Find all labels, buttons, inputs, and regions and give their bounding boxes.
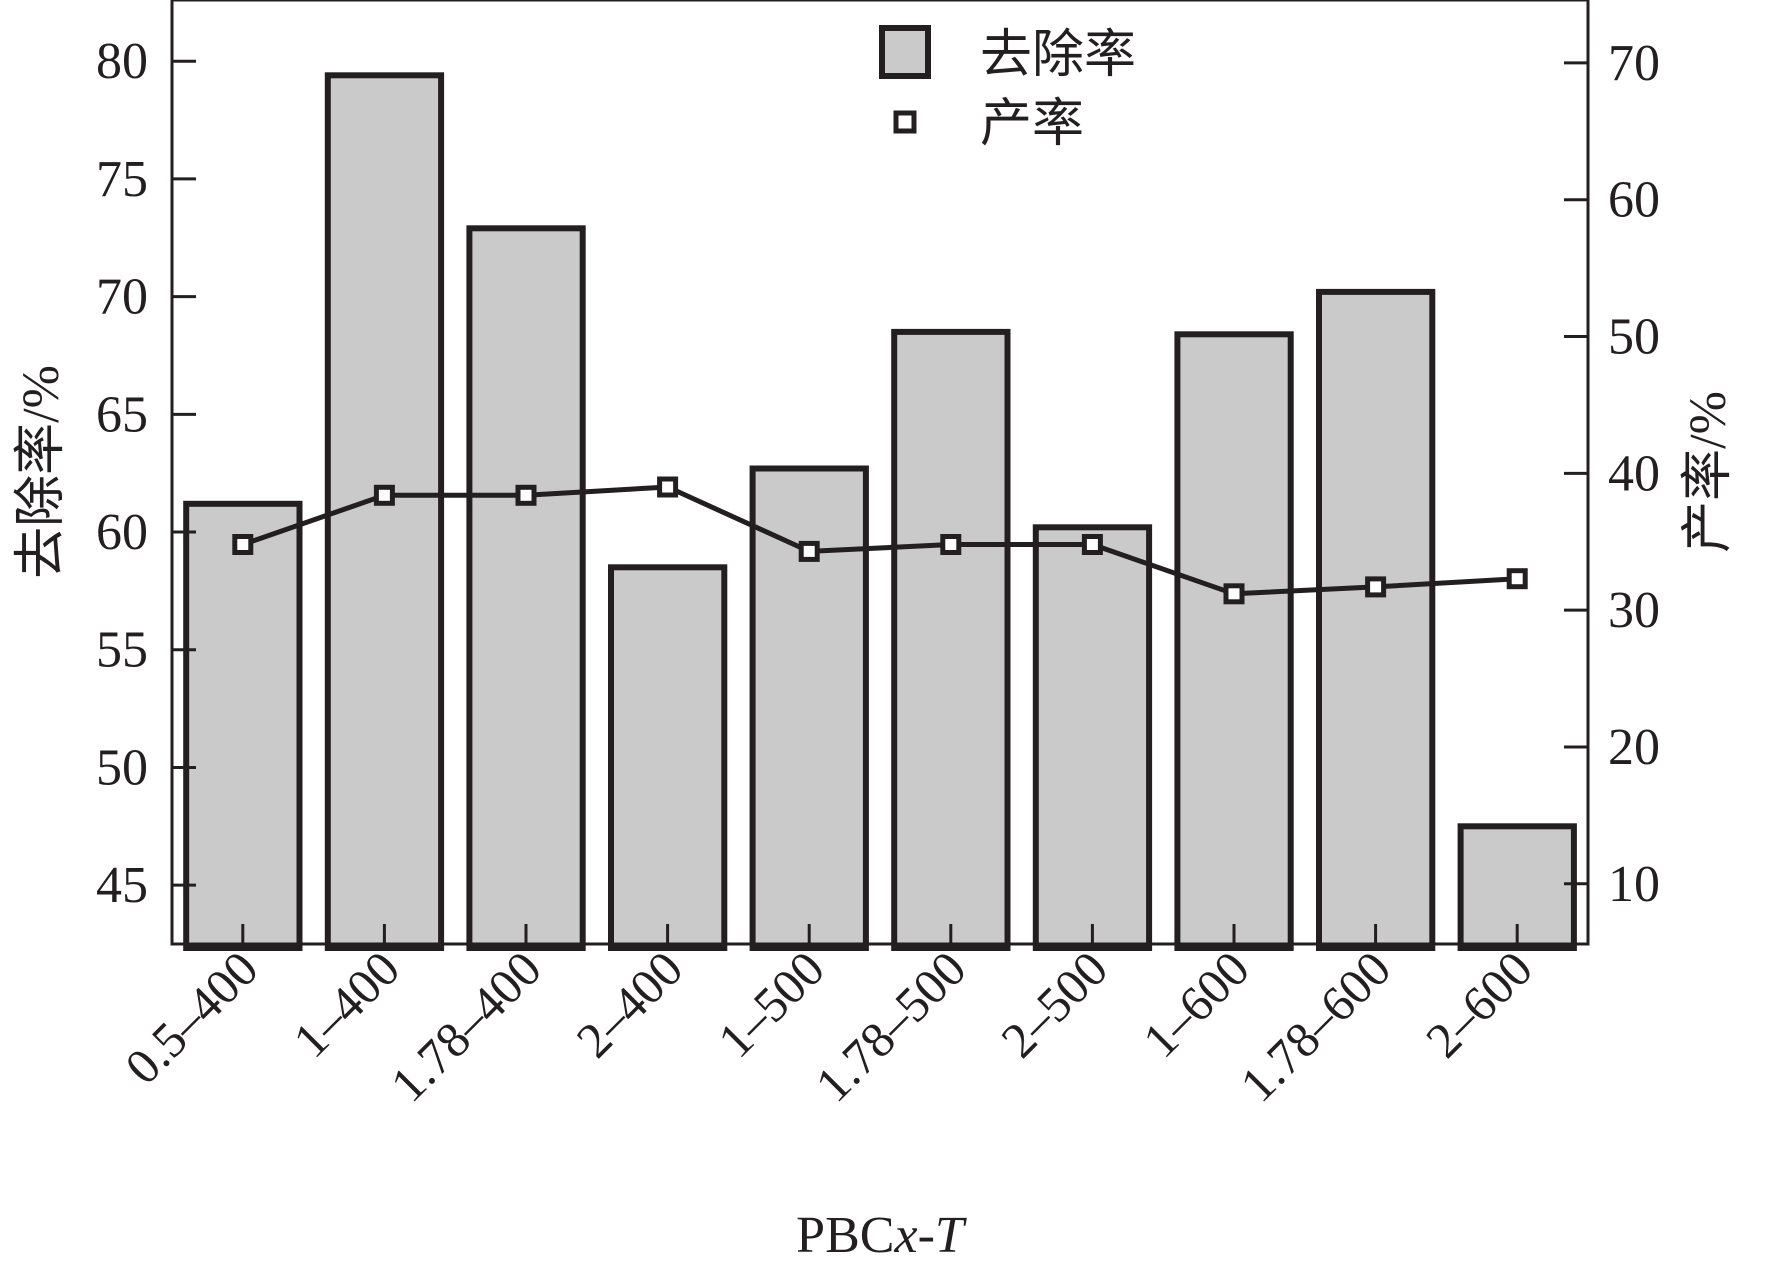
y-tick-label-left: 70	[96, 269, 148, 326]
y-tick-label-right: 40	[1608, 445, 1660, 502]
bar	[183, 500, 303, 951]
bar	[324, 72, 445, 952]
y-tick-label-left: 50	[96, 739, 148, 796]
legend: 去除率 产率	[879, 25, 1136, 153]
y-tick-label-left: 60	[96, 504, 148, 561]
line-point	[798, 540, 820, 562]
x-tick-label: 1.78–600	[1229, 940, 1401, 1112]
y-tick-label-right: 10	[1608, 856, 1660, 913]
y-axis-title-right: 产率/%	[1680, 391, 1737, 553]
y-tick-label-left: 80	[96, 33, 148, 90]
line-point	[373, 484, 395, 506]
y-tick-label-right: 70	[1608, 35, 1660, 92]
y-tick-label-left: 65	[96, 386, 148, 443]
bar	[891, 328, 1011, 951]
x-tick-label: 1–600	[1132, 940, 1260, 1068]
x-axis-title-sep: -	[918, 1207, 935, 1264]
line-point	[1506, 568, 1528, 590]
legend-label-line: 产率	[980, 96, 1084, 153]
x-axis-title-t: T	[935, 1207, 967, 1264]
bar	[1032, 524, 1153, 951]
x-tick-label: 1.78–400	[380, 940, 552, 1112]
line-series-group	[232, 476, 1528, 605]
y-tick-label-right: 50	[1608, 309, 1660, 366]
line-point	[232, 534, 254, 555]
y-tick-label-right: 20	[1608, 719, 1660, 776]
bar	[1174, 331, 1294, 951]
y-tick-label-right: 30	[1608, 582, 1660, 639]
x-tick-label: 0.5–400	[114, 940, 269, 1095]
x-tick-label: 2–500	[990, 940, 1118, 1068]
line-point	[515, 484, 537, 506]
x-axis-title: PBCx-T	[796, 1207, 967, 1264]
x-tick-label: 1–500	[707, 940, 835, 1068]
tick-group: 45 50 55 60 65 70 75 80 10 20 30 40 50 60 70	[96, 33, 1660, 944]
y-tick-label-left: 45	[96, 857, 148, 914]
x-tick-label: 1–400	[282, 940, 410, 1068]
x-tick-label: 2–400	[565, 940, 693, 1068]
line-point	[940, 534, 962, 555]
line-point	[1365, 576, 1387, 598]
legend-bar-swatch	[879, 25, 931, 79]
y-tick-label-left: 55	[96, 622, 148, 679]
bar	[749, 465, 869, 951]
bar	[1316, 288, 1436, 951]
line-point	[1081, 534, 1103, 555]
x-tick-label: 1.78–500	[804, 940, 976, 1112]
line-point	[1223, 583, 1245, 605]
x-axis-title-x: x	[893, 1207, 917, 1264]
x-tick-label: 2–600	[1415, 940, 1543, 1068]
x-axis-title-prefix: PBC	[796, 1207, 894, 1264]
y-tick-label-right: 60	[1608, 172, 1660, 229]
legend-line-marker	[893, 110, 917, 134]
y-axis-title-left: 去除率/%	[13, 365, 70, 579]
legend-label-bar: 去除率	[980, 27, 1136, 84]
bar-series-group	[183, 72, 1577, 952]
y-tick-label-left: 75	[96, 151, 148, 208]
line-series-path	[241, 484, 1518, 597]
line-point	[657, 476, 679, 498]
bar	[608, 564, 728, 951]
bar	[466, 225, 586, 952]
